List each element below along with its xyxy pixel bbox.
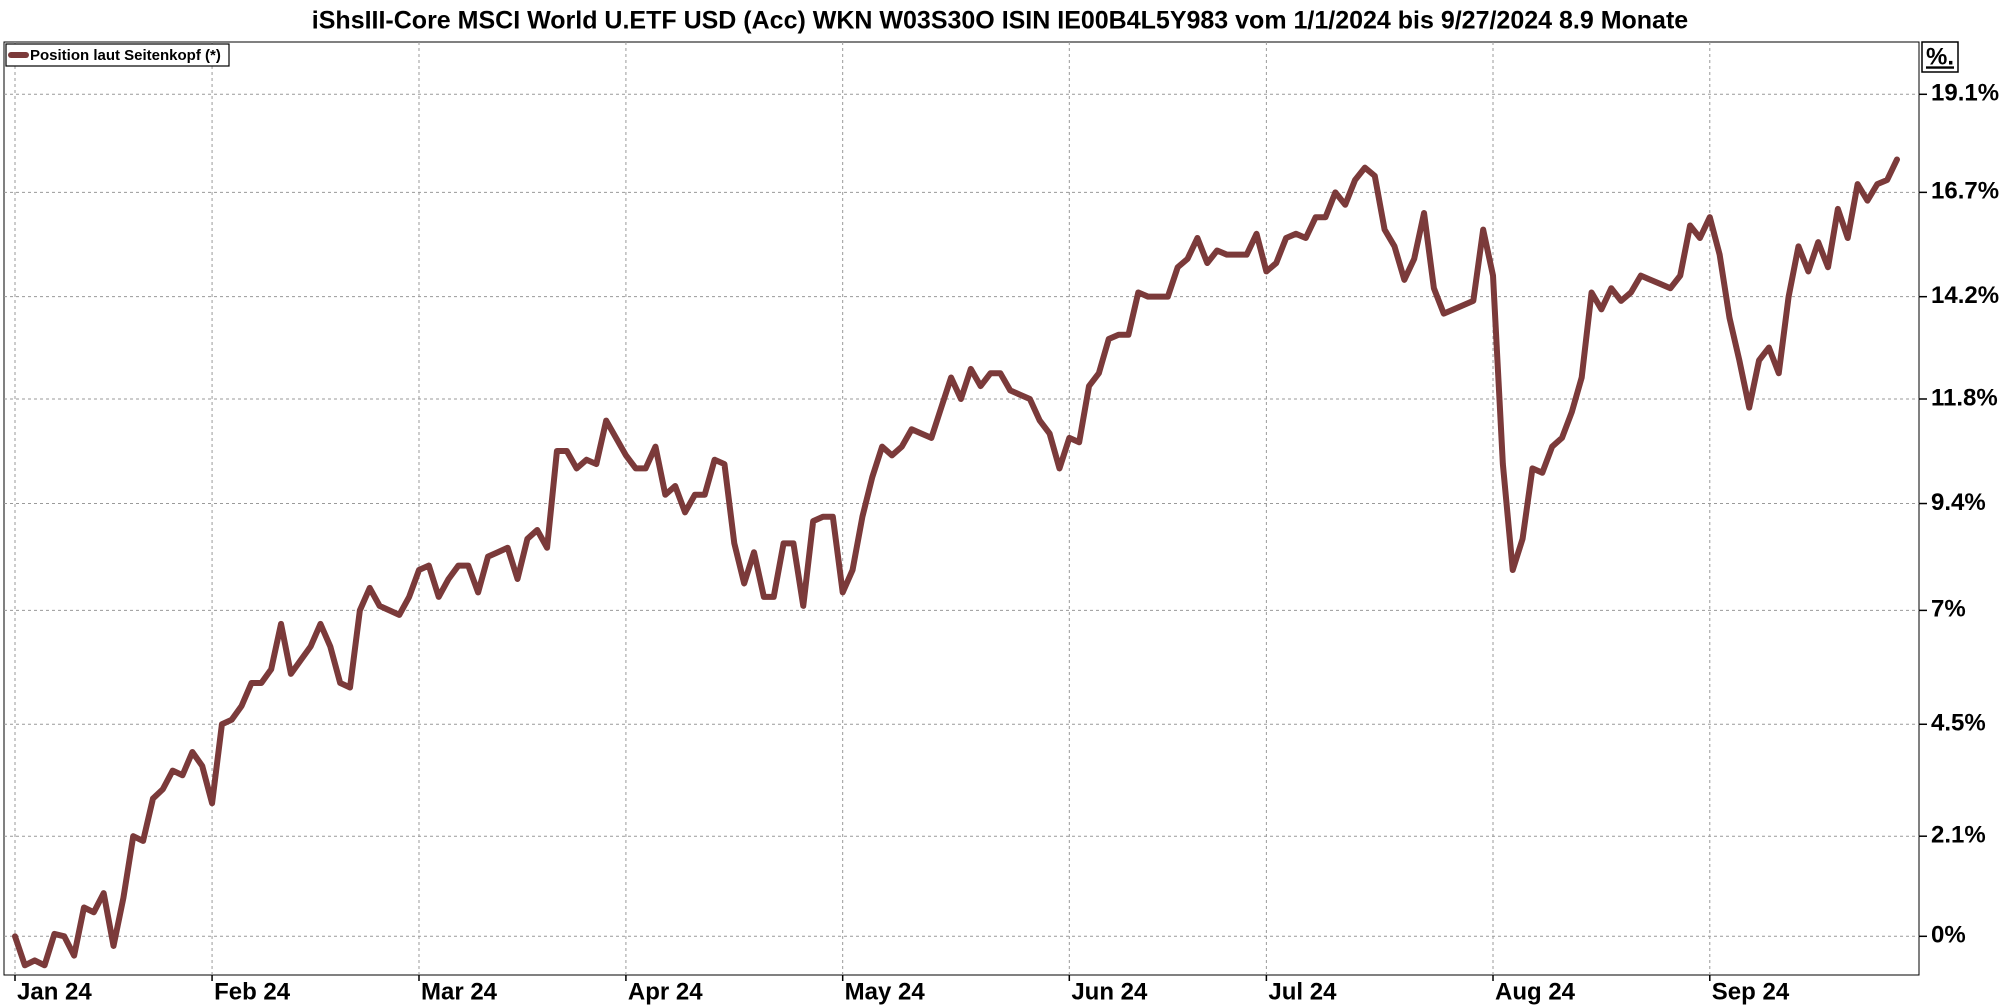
- y-axis-label: %.: [1926, 43, 1954, 70]
- legend-box: [5, 43, 230, 67]
- y-tick-label: 0%: [1931, 922, 1966, 949]
- y-tick-label: 19.1%: [1931, 80, 1999, 107]
- y-tick-label: 4.5%: [1931, 710, 1986, 737]
- x-tick-label: Feb 24: [214, 978, 291, 1005]
- x-tick-label: Mar 24: [421, 978, 498, 1005]
- y-tick-label: 9.4%: [1931, 489, 1986, 516]
- x-tick-label: Jul 24: [1268, 978, 1337, 1005]
- data-line: [12, 156, 1900, 969]
- x-tick-label: Jun 24: [1071, 978, 1148, 1005]
- x-tick-label: May 24: [845, 978, 926, 1005]
- y-tick-label: 2.1%: [1931, 822, 1986, 849]
- y-tick-label: 16.7%: [1931, 178, 1999, 205]
- axis-unit-box: [1921, 41, 1959, 73]
- legend-label: Position laut Seitenkopf (*): [30, 47, 221, 64]
- x-tick-label: Jan 24: [17, 978, 92, 1005]
- x-tick-label: Apr 24: [628, 978, 703, 1005]
- y-tick-label: 14.2%: [1931, 282, 1999, 309]
- plot-frame: [3, 41, 1920, 976]
- x-tick-label: Aug 24: [1495, 978, 1576, 1005]
- y-tick-label: 7%: [1931, 596, 1966, 623]
- x-tick-label: Sep 24: [1712, 978, 1790, 1005]
- chart-title: iShsIII-Core MSCI World U.ETF USD (Acc) …: [312, 7, 1688, 35]
- y-tick-label: 11.8%: [1931, 384, 1998, 411]
- legend: Position laut Seitenkopf (*): [5, 43, 230, 67]
